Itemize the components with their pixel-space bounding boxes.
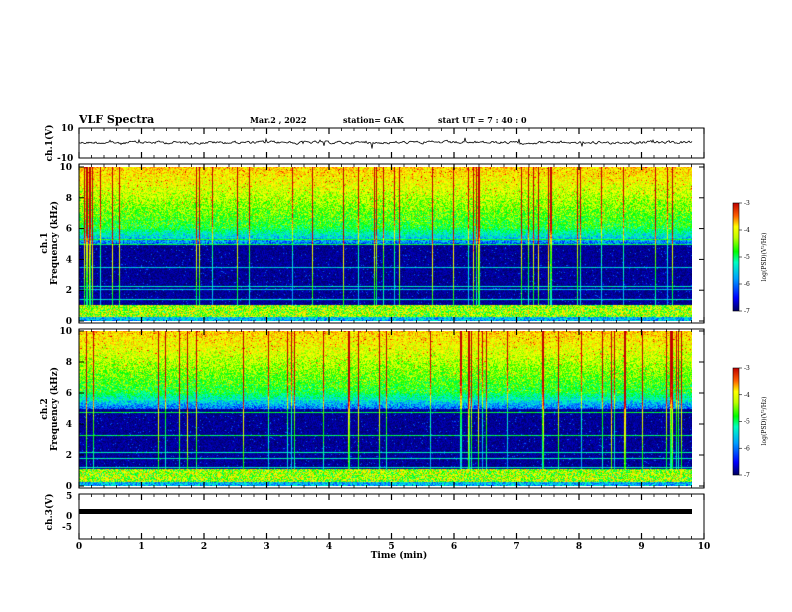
x-axis-label: Time (min) [371, 550, 428, 561]
x-tick-label: 10 [698, 542, 711, 552]
date-label: Mar.2 , 2022 [250, 115, 307, 125]
ch3-x-ticks [78, 494, 705, 539]
x-tick-label: 1 [138, 542, 144, 552]
ch2-freq-tick-label: 2 [66, 451, 72, 461]
ch1-waveform-panel: 10 -10 ch.1(V) [44, 124, 705, 164]
ch1-spectrogram-image [79, 167, 692, 321]
ch1-colorbar-tick-label: -4 [744, 227, 750, 234]
ch1-colorbar-tick-label: -7 [744, 308, 750, 315]
x-tick-label: 6 [451, 542, 457, 552]
ch3-ytick-top: 5 [66, 492, 72, 502]
ch1-ytick-top: 10 [61, 124, 74, 134]
ch3-ytick-bottom: -5 [62, 523, 72, 533]
ch1-freq-tick-labels: 0 2 4 6 8 10 [59, 163, 704, 327]
ch2-spectrogram-image [79, 331, 692, 486]
ch2-colorbar-tick-label: -5 [744, 419, 750, 426]
x-tick-label: 8 [576, 542, 582, 552]
ch3-waveform-frame [78, 493, 705, 540]
ch1-spectrogram-ticks [78, 164, 705, 323]
ch1-freq-tick-label: 0 [66, 317, 72, 327]
ch1-freq-tick-label: 2 [66, 286, 72, 296]
ch3-waveform-trace [79, 509, 692, 514]
ch2-freq-tick-label: 4 [66, 420, 72, 430]
x-tick-label: 0 [76, 542, 82, 552]
ch2-colorbar-tick-label: -3 [744, 365, 750, 372]
ch1-freq-tick-label: 6 [66, 225, 72, 235]
ch1-spectrogram-panel: 0 2 4 6 8 10 ch.1 Frequency (kHz) [40, 163, 705, 327]
ch3-waveform-panel: 5 0 -5 ch.3(V) [44, 492, 705, 540]
ch2-freq-tick-label: 0 [66, 482, 72, 492]
ch2-freq-tick-label: 8 [66, 358, 72, 368]
ch1-x-ticks [78, 128, 705, 158]
ch1-spec-ylabel-channel: ch.1 [40, 232, 50, 253]
ch1-ytick-bottom: -10 [57, 154, 73, 164]
ch2-colorbar-gradient [733, 368, 739, 475]
ch2-spec-ylabel-channel: ch.2 [40, 398, 50, 419]
ch2-freq-tick-label: 10 [59, 327, 72, 337]
ch2-colorbar-tick-label: -4 [744, 392, 750, 399]
ch1-waveform-trace [78, 137, 693, 149]
x-tick-label: 9 [638, 542, 644, 552]
ch2-spectrogram-ticks [78, 329, 705, 488]
station-label: station= GAK [343, 115, 405, 125]
ch1-colorbar-ticks: -3 -4 -5 -6 -7 [739, 200, 750, 315]
ch2-spectrogram-panel: 0 2 4 6 8 10 ch.2 Frequency (kHz) [40, 327, 705, 492]
ch1-freq-tick-label: 8 [66, 194, 72, 204]
x-tick-label: 2 [201, 542, 207, 552]
figure-title: VLF Spectra [78, 113, 154, 126]
x-tick-label: 7 [513, 542, 519, 552]
ch1-freq-tick-label: 4 [66, 255, 72, 265]
ch1-spec-ylabel-freq: Frequency (kHz) [49, 201, 60, 285]
ch2-colorbar-ticks: -3 -4 -5 -6 -7 [739, 365, 750, 479]
ch1-ylabel: ch.1(V) [44, 125, 55, 162]
ch1-colorbar-label: log(PSD)(V²/Hz) [761, 233, 768, 282]
ch1-colorbar-gradient [733, 203, 739, 311]
start-time-label: start UT = 7 : 40 : 0 [438, 115, 527, 125]
ch2-spec-ylabel-freq: Frequency (kHz) [49, 367, 60, 451]
ch1-colorbar-tick-label: -6 [744, 281, 750, 288]
ch2-freq-tick-label: 6 [66, 389, 72, 399]
x-tick-label: 3 [263, 542, 269, 552]
ch2-freq-tick-labels: 0 2 4 6 8 10 [59, 327, 704, 492]
ch1-freq-tick-label: 10 [59, 163, 72, 173]
ch3-ytick-mid: 0 [66, 512, 72, 522]
ch1-colorbar-tick-label: -3 [744, 200, 750, 207]
ch2-colorbar: -3 -4 -5 -6 -7 log(PSD)(V²/Hz) [732, 365, 768, 479]
ch1-colorbar-tick-label: -5 [744, 254, 750, 261]
x-tick-label: 5 [388, 542, 394, 552]
x-tick-label: 4 [326, 542, 332, 552]
ch2-colorbar-tick-label: -6 [744, 445, 750, 452]
x-axis-tick-labels: 0 1 2 3 4 5 6 7 8 9 10 [76, 542, 710, 552]
ch2-colorbar-tick-label: -7 [744, 472, 750, 479]
ch1-colorbar: -3 -4 -5 -6 -7 log(PSD)(V²/Hz) [732, 200, 768, 315]
ch2-colorbar-label: log(PSD)(V²/Hz) [761, 397, 768, 446]
ch3-ylabel: ch.3(V) [44, 494, 55, 531]
